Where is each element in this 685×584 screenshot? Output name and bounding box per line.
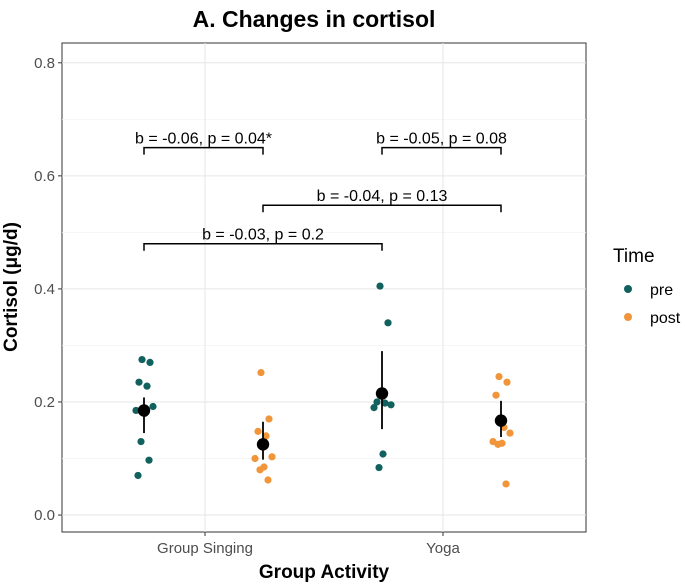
data-point-pre: [376, 282, 384, 290]
data-point-post: [265, 415, 273, 423]
data-point-pre: [373, 398, 381, 406]
data-point-pre: [134, 471, 142, 480]
bracket-line: [381, 146, 502, 155]
legend-title: Time: [613, 246, 655, 267]
data-point-pre: [138, 355, 146, 364]
legend-key-post: [624, 313, 632, 321]
data-points: [132, 282, 514, 488]
data-point-post: [254, 427, 262, 435]
mean-point: [137, 404, 151, 417]
x-axis-title: Group Activity: [259, 562, 390, 583]
data-point-post: [506, 429, 514, 437]
data-point-post: [257, 368, 265, 377]
data-point-pre: [381, 399, 389, 407]
comparison-brackets: b = -0.06, p = 0.04* b = -0.05, p = 0.08 b…: [135, 131, 507, 251]
plot-panel: [61, 42, 587, 533]
data-point-pre: [375, 463, 383, 472]
bracket-label: b = -0.03, p = 0.2: [202, 227, 324, 244]
data-point-post: [502, 480, 510, 488]
data-point-pre: [135, 378, 143, 386]
legend: Time pre post: [613, 246, 681, 327]
legend-label-pre: pre: [650, 282, 673, 299]
data-point-pre: [149, 402, 157, 411]
bracket-label: b = -0.06, p = 0.04*: [135, 131, 272, 148]
legend-key-pre: [624, 285, 632, 293]
bracket-line: [262, 204, 502, 213]
y-tick-label: 0.2: [34, 394, 55, 411]
x-tick-label: Group Singing: [157, 540, 253, 557]
data-point-post: [262, 432, 270, 440]
data-point-pre: [137, 437, 145, 446]
data-point-post: [494, 440, 502, 448]
y-tick-label: 0.8: [34, 55, 55, 72]
y-axis-title: Cortisol (μg/d): [1, 222, 22, 352]
bracket-line: [143, 146, 264, 155]
y-tick-label: 0.0: [34, 507, 55, 524]
data-point-post: [268, 453, 276, 461]
data-point-post: [256, 466, 264, 474]
data-point-pre: [145, 456, 153, 464]
mean-point: [375, 387, 389, 400]
x-tick-label: Yoga: [426, 540, 460, 557]
chart-title: A. Changes in cortisol: [193, 6, 436, 32]
y-tick-label: 0.6: [34, 168, 55, 185]
mean-point: [494, 414, 508, 427]
bracket-line: [143, 242, 383, 251]
data-point-pre: [384, 319, 392, 327]
data-point-pre: [146, 358, 154, 367]
mean-markers: [137, 351, 508, 460]
data-point-post: [495, 372, 503, 381]
data-point-pre: [379, 450, 387, 458]
legend-label-post: post: [650, 310, 681, 327]
x-axis-ticks: Group Singing Yoga: [157, 532, 460, 557]
y-tick-label: 0.4: [34, 281, 55, 298]
data-point-pre: [387, 401, 395, 409]
bracket-label: b = -0.04, p = 0.13: [317, 188, 448, 205]
data-point-post: [503, 378, 511, 386]
data-point-post: [492, 391, 500, 399]
data-point-pre: [132, 406, 140, 415]
data-point-post: [251, 454, 259, 463]
data-point-pre: [143, 382, 151, 390]
mean-point: [256, 438, 270, 451]
bracket-label: b = -0.05, p = 0.08: [376, 131, 507, 148]
y-axis-ticks: 0.0 0.2 0.4 0.6 0.8: [34, 55, 62, 524]
data-point-pre: [370, 404, 378, 412]
data-point-post: [264, 476, 272, 484]
